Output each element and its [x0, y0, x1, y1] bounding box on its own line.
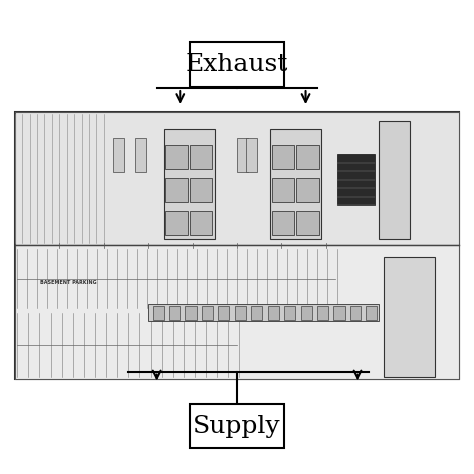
Bar: [219, 306, 229, 319]
Bar: [169, 306, 180, 319]
Bar: [246, 138, 257, 172]
Bar: [164, 129, 215, 238]
Bar: [272, 178, 294, 202]
Bar: [284, 306, 295, 319]
Bar: [337, 155, 375, 205]
Text: Supply: Supply: [193, 415, 281, 438]
Bar: [268, 306, 279, 319]
Bar: [190, 210, 212, 235]
Bar: [237, 138, 248, 172]
Bar: [251, 306, 262, 319]
Bar: [272, 210, 294, 235]
Bar: [296, 210, 319, 235]
Bar: [350, 306, 361, 319]
Bar: [190, 403, 284, 448]
Bar: [383, 257, 435, 377]
Bar: [15, 112, 459, 245]
Bar: [15, 245, 459, 379]
Bar: [379, 121, 410, 238]
Bar: [317, 306, 328, 319]
Bar: [333, 306, 345, 319]
Bar: [185, 306, 197, 319]
Bar: [148, 304, 379, 321]
Bar: [165, 178, 188, 202]
Bar: [113, 138, 124, 172]
Text: Exhaust: Exhaust: [186, 53, 288, 76]
Bar: [153, 306, 164, 319]
Bar: [296, 178, 319, 202]
Text: BASEMENT PARKING: BASEMENT PARKING: [40, 280, 97, 285]
Bar: [301, 306, 311, 319]
Bar: [165, 210, 188, 235]
Bar: [366, 306, 377, 319]
Bar: [296, 145, 319, 169]
Bar: [165, 145, 188, 169]
Bar: [272, 145, 294, 169]
Bar: [190, 145, 212, 169]
Bar: [135, 138, 146, 172]
Bar: [235, 306, 246, 319]
Bar: [270, 129, 321, 238]
Bar: [190, 178, 212, 202]
Bar: [15, 112, 459, 379]
Bar: [202, 306, 213, 319]
Bar: [190, 42, 284, 87]
